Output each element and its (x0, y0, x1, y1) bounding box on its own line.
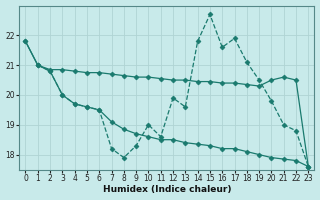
X-axis label: Humidex (Indice chaleur): Humidex (Indice chaleur) (103, 185, 231, 194)
